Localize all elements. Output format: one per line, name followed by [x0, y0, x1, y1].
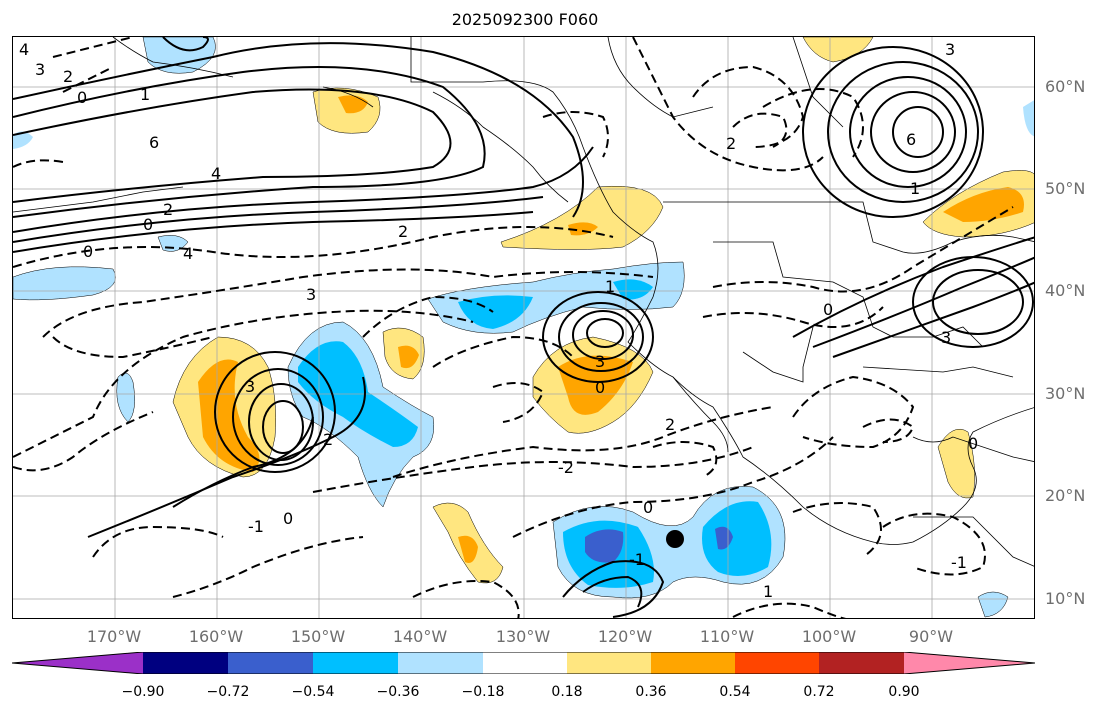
negative-anomaly-core: [458, 295, 533, 329]
contour-label: 0: [283, 509, 293, 528]
colorbar-tick: 0.36: [635, 684, 667, 700]
contour-label: -1: [951, 553, 967, 572]
contour-label: 3: [941, 328, 951, 347]
negative-anomaly-core: [702, 501, 772, 576]
colorbar-segment-0: [12, 652, 143, 674]
dashed-contours: [13, 37, 1014, 618]
colorbar-segment-10: [904, 652, 1035, 674]
colorbar-tick: −0.36: [376, 684, 420, 700]
lon-label-110w: 110°W: [699, 627, 755, 646]
contour-label: 2: [665, 415, 675, 434]
contour-label: 1: [140, 85, 150, 104]
positive-anomaly-core: [198, 359, 260, 472]
contour-label: 0: [143, 215, 153, 234]
contour-label: 0: [643, 498, 653, 517]
contour-label: 3: [595, 352, 605, 371]
colorbar-tick: −0.90: [121, 684, 165, 700]
contour-label: 2: [163, 200, 173, 219]
contour-label: 4: [19, 40, 29, 59]
negative-anomaly-region: [13, 131, 33, 149]
negative-anomaly-region: [142, 37, 216, 74]
contour-label: 0: [595, 378, 605, 397]
positive-anomaly-region: [802, 37, 874, 63]
contour-label: 4: [183, 244, 193, 263]
lon-label-130w: 130°W: [495, 627, 551, 646]
contour-label: 0: [77, 88, 87, 107]
colorbar-segment-4: [398, 652, 483, 674]
positive-anomaly-core: [458, 535, 478, 563]
negative-anomaly-region: [13, 266, 116, 301]
colorbar-segment-9: [819, 652, 904, 674]
positive-anomaly-region: [500, 186, 664, 250]
colorbar-tick: 0.72: [803, 684, 835, 700]
map-canvas: 4 3 2 0 6 4 2 0 3 4 2 1 0 2 3 0 -2 0 -1 …: [13, 37, 1034, 618]
contour-label: 0: [83, 242, 93, 261]
contour-label: 2: [63, 67, 73, 86]
lat-label-30n: 30°N: [1045, 384, 1086, 403]
contour-label: 3: [245, 377, 255, 396]
lon-label-90w: 90°W: [908, 627, 954, 646]
lon-label-150w: 150°W: [290, 627, 346, 646]
contour-label: 3: [35, 60, 45, 79]
contour-label: 4: [211, 164, 221, 183]
contour-label: 2: [726, 134, 736, 153]
contour-label: 0: [968, 434, 978, 453]
negative-anomaly-region: [977, 591, 1009, 618]
lat-label-10n: 10°N: [1045, 589, 1086, 608]
chart-title: 2025092300 F060: [451, 10, 599, 29]
lat-label-60n: 60°N: [1045, 77, 1086, 96]
colorbar-segment-6: [567, 652, 651, 674]
solid-contours: [13, 37, 1034, 618]
contour-label: 6: [149, 133, 159, 152]
contour-labels: 4 3 2 0 6 4 2 0 3 4 2 1 0 2 3 0 -2 0 -1 …: [19, 40, 978, 601]
colorbar: [12, 652, 1035, 674]
colorbar-segment-7: [651, 652, 735, 674]
positive-anomaly-core: [338, 95, 368, 114]
lat-label-20n: 20°N: [1045, 486, 1086, 505]
negative-anomaly-deep: [715, 526, 733, 550]
colorbar-tick: −0.18: [461, 684, 505, 700]
colorbar-tick: 0.54: [719, 684, 751, 700]
colorbar-tick: 0.18: [551, 684, 583, 700]
contour-label: 0: [823, 300, 833, 319]
contour-label: 1: [910, 179, 920, 198]
colorbar-segment-1: [143, 652, 228, 674]
contour-label: -1: [629, 550, 645, 569]
coastlines: [13, 37, 1034, 567]
negative-anomaly-core: [613, 279, 653, 300]
lon-label-120w: 120°W: [597, 627, 653, 646]
negative-anomaly-region: [116, 372, 135, 423]
contour-label: 6: [906, 130, 916, 149]
lon-label-170w: 170°W: [86, 627, 142, 646]
storm-center-marker: [666, 530, 684, 548]
lon-label-140w: 140°W: [392, 627, 448, 646]
gridlines: [13, 37, 1034, 618]
contour-label: 3: [945, 40, 955, 59]
colorbar-segment-5: [483, 652, 567, 674]
contour-label: 3: [306, 285, 316, 304]
negative-anomaly-deep: [585, 529, 624, 563]
colorbar-tick: −0.54: [291, 684, 335, 700]
contour-label: 1: [605, 277, 615, 296]
colorbar-segment-2: [228, 652, 313, 674]
lat-label-40n: 40°N: [1045, 281, 1086, 300]
map-panel: 4 3 2 0 6 4 2 0 3 4 2 1 0 2 3 0 -2 0 -1 …: [12, 36, 1035, 619]
contour-label: -1: [248, 517, 264, 536]
contour-label: 2: [323, 430, 333, 449]
contour-label: 2: [398, 222, 408, 241]
lat-label-50n: 50°N: [1045, 179, 1086, 198]
colorbar-tick: −0.72: [206, 684, 250, 700]
negative-anomaly-region: [1023, 100, 1034, 137]
positive-anomaly-core: [398, 345, 419, 369]
lon-label-160w: 160°W: [188, 627, 244, 646]
colorbar-tick: 0.90: [888, 684, 920, 700]
contour-label: -2: [558, 458, 574, 477]
colorbar-segment-3: [313, 652, 398, 674]
contour-label: 1: [763, 582, 773, 601]
lon-label-100w: 100°W: [801, 627, 857, 646]
colorbar-segment-8: [735, 652, 819, 674]
